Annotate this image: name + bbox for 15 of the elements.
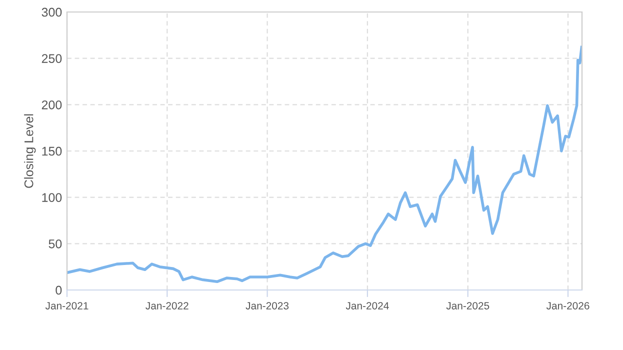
y-tick-label: 300 (42, 8, 62, 17)
y-tick-label: 150 (42, 146, 62, 156)
x-tick-label: Jan-2026 (546, 302, 590, 310)
x-tick-label: Jan-2025 (446, 302, 490, 310)
x-tick-label: Jan-2024 (346, 302, 389, 310)
y-axis-title: Closing Level (24, 114, 36, 188)
line-series (67, 46, 582, 284)
x-tick-label: Jan-2023 (246, 302, 289, 310)
y-tick-label: 100 (42, 193, 62, 202)
y-tick-label: 250 (42, 54, 62, 63)
x-tick-label: Jan-2022 (146, 302, 188, 310)
x-tick-label: Jan-2021 (45, 302, 88, 310)
y-tick-label: 50 (48, 239, 62, 248)
y-tick-label: 0 (56, 286, 62, 295)
y-tick-label: 200 (42, 100, 62, 110)
